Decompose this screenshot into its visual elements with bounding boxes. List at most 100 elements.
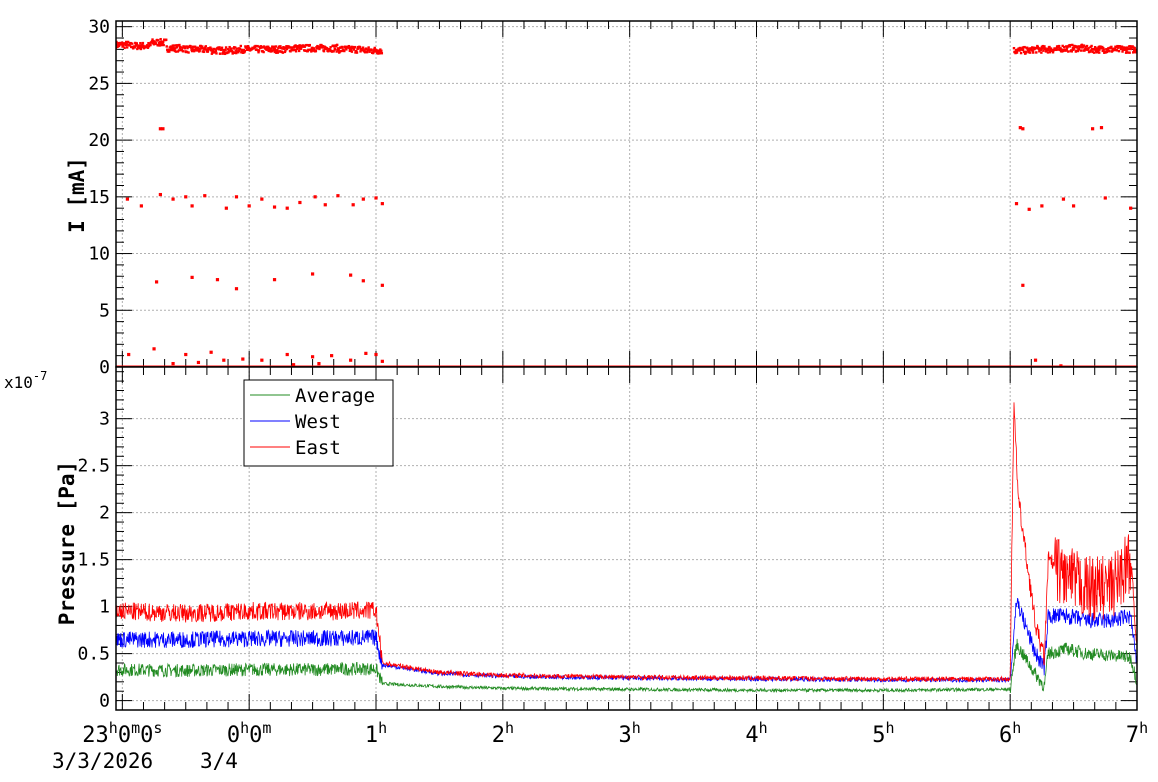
current-point	[139, 41, 142, 45]
current-point	[283, 50, 287, 54]
current-point	[1091, 127, 1095, 131]
current-point	[120, 42, 123, 46]
current-point	[330, 50, 334, 53]
current-point	[168, 50, 171, 53]
current-point	[173, 44, 176, 47]
current-point	[124, 43, 127, 47]
current-point	[1041, 44, 1045, 48]
current-point	[307, 48, 310, 52]
current-point	[344, 45, 347, 49]
current-point	[294, 44, 297, 47]
current-point	[191, 45, 195, 48]
pressure-axis-title: Pressure [Pa]	[55, 461, 79, 625]
time-unit: m	[131, 719, 140, 737]
current-point	[1018, 49, 1021, 52]
current-point	[241, 49, 244, 52]
current-point	[277, 45, 281, 48]
current-point	[358, 46, 362, 49]
current-point	[349, 358, 353, 362]
current-point	[1109, 46, 1113, 50]
time-tick-label: 0h0m	[227, 719, 272, 748]
y-tick-label: 0	[99, 357, 110, 378]
current-point	[269, 48, 272, 52]
current-point	[228, 49, 232, 53]
current-point	[217, 48, 221, 51]
current-point	[361, 197, 365, 201]
current-point	[120, 41, 124, 44]
current-point	[1039, 48, 1043, 51]
current-point	[1116, 46, 1120, 49]
current-point	[1094, 48, 1097, 52]
current-point	[1058, 48, 1062, 52]
current-point	[1113, 47, 1117, 51]
current-point	[279, 46, 283, 50]
current-point	[209, 49, 213, 52]
current-point	[1057, 44, 1061, 48]
current-point	[1024, 51, 1027, 55]
current-point	[1033, 358, 1038, 362]
current-point	[1021, 48, 1025, 52]
current-point	[141, 41, 145, 45]
current-point	[322, 49, 326, 53]
current-point	[380, 283, 384, 287]
current-point	[1051, 51, 1055, 54]
current-point	[165, 45, 168, 48]
current-point	[121, 44, 125, 47]
time-value: 0	[118, 723, 131, 748]
current-point	[1124, 51, 1128, 54]
current-point	[229, 47, 233, 50]
current-point	[148, 42, 151, 45]
current-point	[133, 46, 136, 49]
current-point	[1097, 47, 1101, 51]
current-point	[150, 41, 153, 44]
current-point	[1046, 47, 1050, 51]
current-point	[189, 45, 192, 48]
current-point	[321, 44, 325, 48]
current-point	[150, 40, 154, 43]
current-point	[306, 49, 309, 53]
current-point	[321, 46, 324, 49]
legend-entry-east: East	[295, 437, 341, 459]
current-point	[224, 46, 228, 49]
current-point	[297, 49, 301, 53]
current-point	[327, 49, 330, 53]
current-point	[1135, 51, 1137, 54]
current-point	[1095, 51, 1098, 54]
current-point	[158, 192, 162, 197]
current-point	[1071, 46, 1076, 50]
current-point	[1041, 47, 1044, 50]
current-point	[152, 347, 156, 351]
current-point	[260, 197, 264, 201]
time-value: 7	[1126, 723, 1139, 748]
current-point	[1044, 47, 1047, 50]
pressure-line-average	[116, 638, 1137, 694]
current-point	[181, 46, 184, 49]
current-point	[255, 48, 258, 51]
current-point	[368, 50, 371, 53]
current-point	[1075, 49, 1078, 53]
current-point	[288, 46, 291, 49]
current-point	[1032, 51, 1035, 54]
current-point	[234, 46, 237, 49]
current-point	[373, 46, 376, 50]
current-point	[340, 49, 343, 53]
current-point	[256, 44, 259, 48]
current-point	[350, 50, 354, 53]
current-point	[193, 45, 197, 48]
current-point	[374, 48, 378, 53]
time-value: 23	[82, 723, 109, 748]
current-point	[1062, 45, 1066, 49]
legend-box	[243, 379, 394, 467]
current-point	[203, 47, 206, 51]
current-point	[184, 195, 188, 199]
current-point	[123, 42, 127, 45]
current-point	[1083, 49, 1086, 52]
current-point	[351, 203, 355, 207]
current-point	[169, 48, 172, 52]
current-point	[1125, 49, 1128, 52]
current-point	[158, 127, 162, 131]
current-point	[1079, 49, 1083, 52]
current-point	[1031, 49, 1034, 52]
current-point	[1055, 47, 1058, 50]
current-point	[345, 48, 348, 51]
